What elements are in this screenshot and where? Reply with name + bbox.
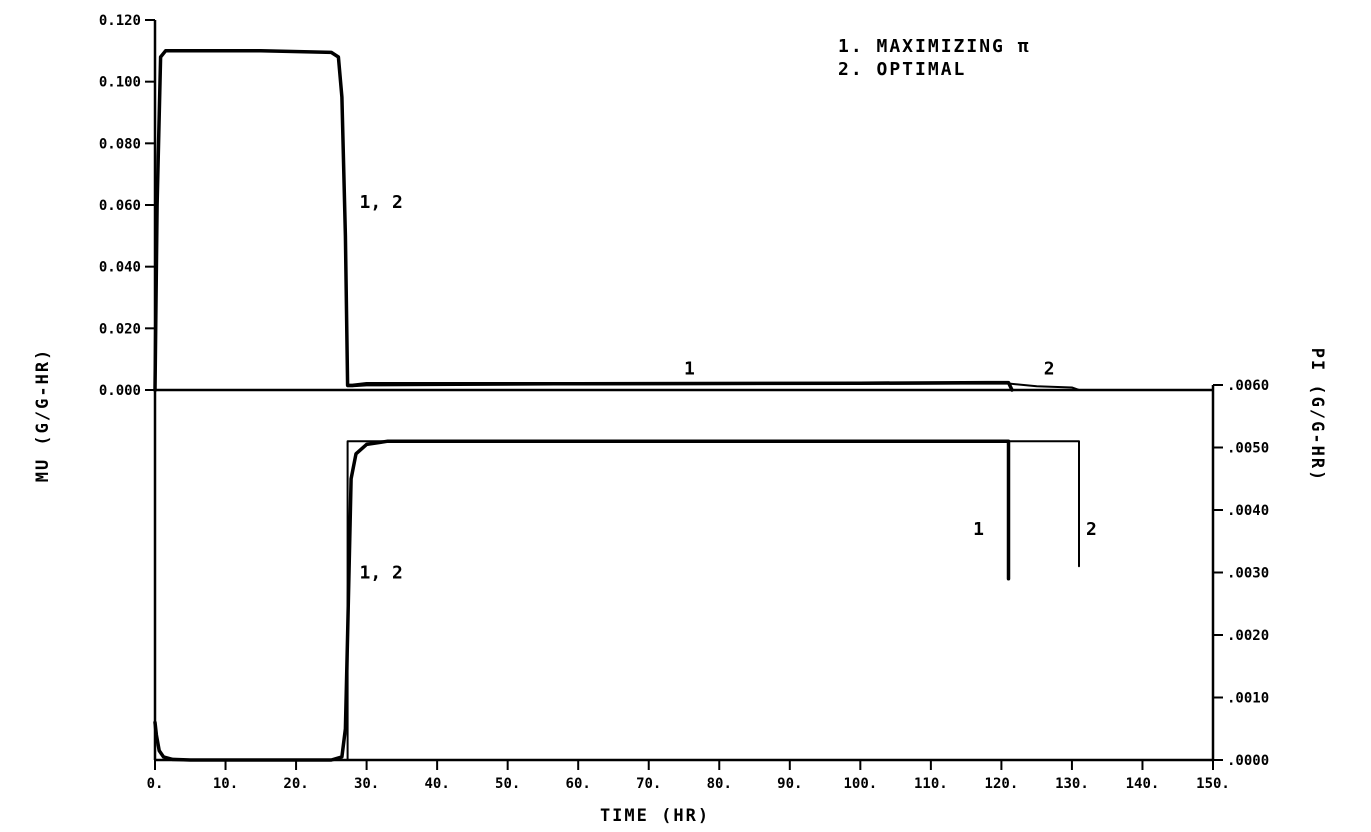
x-axis-title: TIME (HR)	[600, 806, 710, 826]
legend-entry-2: 2. OPTIMAL	[838, 59, 966, 80]
x-tick-label: 50.	[495, 776, 520, 792]
top-y-tick-label: 0.120	[99, 13, 141, 29]
bottom-y-tick-label: .0030	[1227, 566, 1269, 582]
top-y-tick-label: 0.100	[99, 75, 141, 91]
x-tick-label: 30.	[354, 776, 379, 792]
x-tick-label: 10.	[213, 776, 238, 792]
left-y-axis-title: MU (G/G-HR)	[33, 348, 53, 483]
x-tick-label: 70.	[636, 776, 661, 792]
legend-entry-1: 1. MAXIMIZING π	[838, 36, 1031, 57]
x-tick-label: 130.	[1055, 776, 1089, 792]
bottom-y-tick-label: .0010	[1227, 691, 1269, 707]
bottom-annotation: 1, 2	[360, 563, 403, 584]
top-y-tick-label: 0.080	[99, 136, 141, 152]
bottom-series-1-line	[153, 439, 1011, 762]
right-y-axis-title: PI (G/G-HR)	[1307, 348, 1327, 483]
x-tick-label: 140.	[1126, 776, 1160, 792]
top-annotation: 1	[684, 358, 695, 379]
bottom-series-2-line	[346, 440, 1080, 761]
x-tick-label: 0.	[147, 776, 164, 792]
x-tick-label: 20.	[283, 776, 308, 792]
top-y-tick-label: 0.000	[99, 383, 141, 399]
bottom-y-tick-label: .0050	[1227, 441, 1269, 457]
bottom-y-axis: .0060 .0050 .0040 .0030 .0020 .0010 .0000	[1213, 378, 1269, 769]
top-series-2-line	[154, 49, 1080, 391]
bottom-annotation: 2	[1086, 519, 1097, 540]
top-annotation: 2	[1044, 358, 1055, 379]
bottom-annotation: 1	[973, 519, 984, 540]
series-group	[153, 49, 1080, 762]
top-y-axis: 0.120 0.100 0.080 0.060 0.040 0.020 0.000	[99, 13, 155, 399]
x-tick-label: 40.	[424, 776, 449, 792]
bottom-y-tick-label: .0040	[1227, 503, 1269, 519]
x-tick-label: 90.	[777, 776, 802, 792]
top-series-1-line	[153, 49, 1014, 392]
top-y-tick-label: 0.060	[99, 198, 141, 214]
x-tick-label: 150.	[1196, 776, 1230, 792]
chart-frame	[153, 20, 1215, 762]
x-tick-label: 120.	[985, 776, 1019, 792]
bottom-y-tick-label: .0060	[1227, 378, 1269, 394]
bottom-y-tick-label: .0020	[1227, 628, 1269, 644]
top-y-tick-label: 0.020	[99, 321, 141, 337]
top-y-tick-label: 0.040	[99, 260, 141, 276]
x-tick-label: 100.	[843, 776, 877, 792]
x-tick-label: 80.	[707, 776, 732, 792]
bottom-y-tick-label: .0000	[1227, 753, 1269, 769]
x-tick-label: 110.	[914, 776, 948, 792]
x-axis: 0. 10. 20. 30. 40. 50. 60. 70. 80. 90. 100. 110. 120…	[147, 760, 1230, 792]
x-tick-label: 60.	[566, 776, 591, 792]
top-annotation: 1, 2	[360, 192, 403, 213]
annotation-group: 1, 2 1 2 1, 2 1 2	[360, 192, 1097, 584]
